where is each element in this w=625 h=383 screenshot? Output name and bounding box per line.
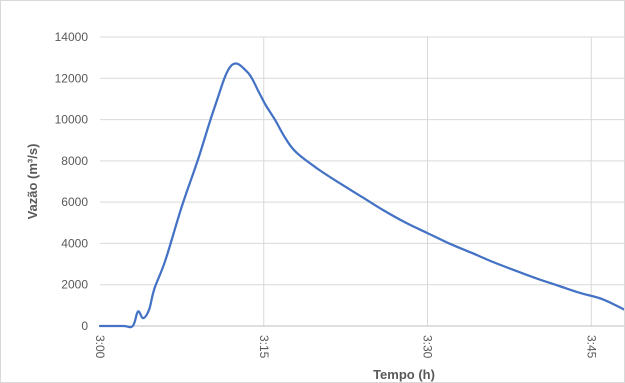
y-tick-label: 8000 bbox=[61, 154, 88, 168]
y-tick-label: 14000 bbox=[55, 30, 89, 44]
gridlines bbox=[100, 36, 624, 326]
y-tick-label: 4000 bbox=[61, 236, 88, 250]
tick-labels: 0 2000 4000 6000 8000 10000 12000 14000 3:00 3:15… bbox=[55, 30, 599, 359]
x-axis-title: Tempo (h) bbox=[373, 367, 435, 382]
series-layer bbox=[98, 62, 624, 329]
y-tick-label: 12000 bbox=[55, 71, 89, 85]
y-axis-title: Vazão (m³/s) bbox=[25, 144, 40, 220]
x-tick-label: 3:00 bbox=[93, 335, 107, 359]
x-tick-label: 3:30 bbox=[421, 335, 435, 359]
x-tick-label: 3:15 bbox=[257, 335, 271, 359]
x-tick-label: 3:45 bbox=[584, 335, 598, 359]
y-tick-label: 10000 bbox=[55, 113, 89, 127]
series-line bbox=[98, 62, 624, 329]
y-tick-label: 6000 bbox=[61, 195, 88, 209]
y-tick-label: 2000 bbox=[61, 278, 88, 292]
y-tick-label: 0 bbox=[81, 319, 88, 333]
